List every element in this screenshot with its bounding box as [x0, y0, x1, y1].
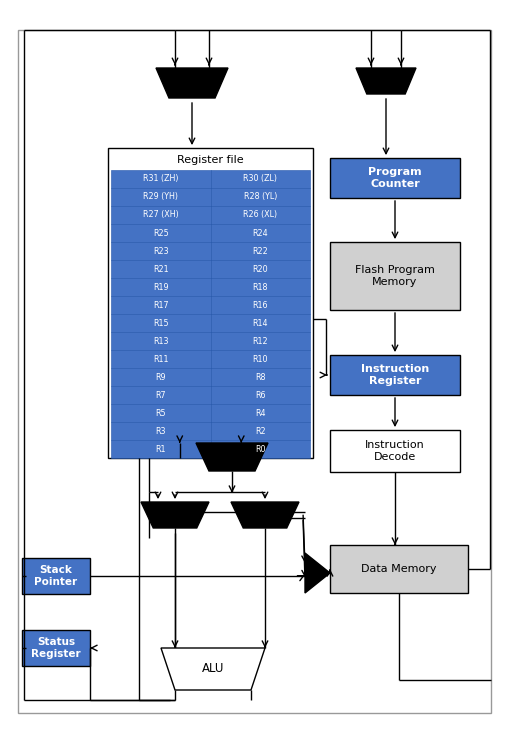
Bar — [210, 368, 310, 386]
Text: R15: R15 — [153, 319, 169, 328]
Bar — [111, 422, 210, 440]
Bar — [210, 242, 310, 260]
Bar — [111, 170, 210, 188]
Text: Register file: Register file — [177, 155, 244, 165]
Text: R22: R22 — [252, 246, 268, 256]
Bar — [210, 278, 310, 296]
Polygon shape — [356, 68, 416, 94]
Text: R11: R11 — [153, 355, 169, 364]
Bar — [111, 224, 210, 242]
Bar — [330, 355, 460, 395]
Bar — [22, 630, 90, 666]
Text: R14: R14 — [252, 319, 268, 328]
Text: R13: R13 — [153, 336, 169, 345]
Text: Program
Counter: Program Counter — [368, 167, 422, 189]
Text: Stack
Pointer: Stack Pointer — [35, 565, 78, 587]
Text: R25: R25 — [153, 229, 169, 237]
Polygon shape — [156, 68, 228, 98]
Polygon shape — [305, 553, 330, 593]
Bar — [210, 206, 310, 224]
Bar — [210, 260, 310, 278]
Text: R29 (YH): R29 (YH) — [143, 193, 178, 202]
Text: R19: R19 — [153, 282, 169, 292]
Text: R1: R1 — [155, 444, 166, 454]
Bar — [210, 422, 310, 440]
Bar — [111, 260, 210, 278]
Bar — [210, 224, 310, 242]
Bar — [111, 188, 210, 206]
Polygon shape — [231, 502, 299, 528]
Text: R24: R24 — [252, 229, 268, 237]
Text: Instruction
Register: Instruction Register — [361, 364, 429, 386]
Text: R9: R9 — [155, 372, 166, 381]
Text: R21: R21 — [153, 265, 169, 273]
Bar — [111, 242, 210, 260]
Bar — [111, 278, 210, 296]
Text: R20: R20 — [252, 265, 268, 273]
Bar — [210, 296, 310, 314]
Bar — [210, 404, 310, 422]
Text: R4: R4 — [255, 408, 266, 418]
Text: R0: R0 — [255, 444, 266, 454]
Polygon shape — [161, 648, 265, 690]
Bar — [210, 170, 310, 188]
Bar — [330, 430, 460, 472]
Polygon shape — [196, 443, 268, 471]
Text: Instruction
Decode: Instruction Decode — [365, 441, 425, 462]
Text: Status
Register: Status Register — [31, 637, 81, 659]
Bar — [22, 558, 90, 594]
Bar — [210, 332, 310, 350]
Text: R31 (ZH): R31 (ZH) — [143, 174, 178, 183]
Text: R6: R6 — [255, 391, 266, 399]
Text: R26 (XL): R26 (XL) — [243, 210, 277, 219]
Text: R17: R17 — [153, 301, 169, 309]
Text: R28 (YL): R28 (YL) — [243, 193, 277, 202]
Bar — [210, 188, 310, 206]
Polygon shape — [141, 502, 209, 528]
Bar — [111, 404, 210, 422]
Text: R2: R2 — [255, 427, 266, 435]
Bar — [330, 158, 460, 198]
Bar — [210, 314, 310, 332]
Text: ALU: ALU — [202, 663, 224, 676]
Text: R10: R10 — [252, 355, 268, 364]
Bar — [330, 242, 460, 310]
Bar — [111, 332, 210, 350]
Bar — [210, 350, 310, 368]
Bar — [111, 350, 210, 368]
Bar — [111, 296, 210, 314]
Bar — [108, 148, 313, 458]
Text: R18: R18 — [252, 282, 268, 292]
Bar — [111, 206, 210, 224]
Text: R12: R12 — [252, 336, 268, 345]
Text: R30 (ZL): R30 (ZL) — [243, 174, 277, 183]
Text: R23: R23 — [153, 246, 169, 256]
Bar — [210, 386, 310, 404]
Bar — [210, 440, 310, 458]
Text: R27 (XH): R27 (XH) — [143, 210, 179, 219]
Text: R8: R8 — [255, 372, 266, 381]
Text: R16: R16 — [252, 301, 268, 309]
Bar — [330, 545, 468, 593]
Bar — [111, 314, 210, 332]
Text: R7: R7 — [155, 391, 166, 399]
Bar — [111, 368, 210, 386]
Text: Data Memory: Data Memory — [361, 564, 437, 574]
Text: Flash Program
Memory: Flash Program Memory — [355, 265, 435, 287]
Text: R3: R3 — [155, 427, 166, 435]
Text: R5: R5 — [155, 408, 166, 418]
Bar — [111, 440, 210, 458]
Bar — [111, 386, 210, 404]
